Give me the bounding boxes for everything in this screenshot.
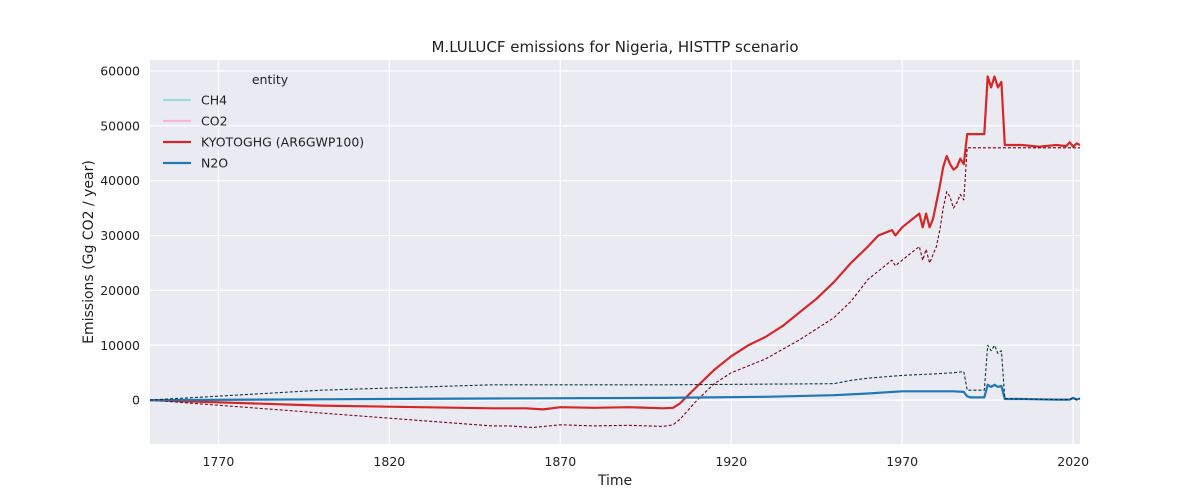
series-line: [149, 344, 1081, 401]
series-line: [149, 147, 1080, 429]
y-tick-label: 0: [132, 393, 140, 408]
legend-entry-label: N2O: [201, 156, 228, 171]
y-tick-label: 50000: [100, 118, 140, 133]
x-axis-label: Time: [597, 473, 632, 489]
legend: entity CH4 CO2 KYOTOGHG (AR6GWP100) N2O: [163, 72, 364, 171]
x-tick-label: 1920: [715, 454, 747, 469]
y-tick-label: 20000: [100, 283, 140, 298]
y-tick-label: 60000: [100, 63, 140, 78]
series-layer: [149, 75, 1081, 429]
x-tick-label: 1820: [373, 454, 405, 469]
y-axis-label: Emissions (Gg CO2 / year): [81, 160, 97, 344]
y-tick-label: 40000: [100, 173, 140, 188]
legend-entry-label: CO2: [201, 114, 228, 129]
y-tick-labels: 0 10000 20000 30000 40000 50000 60000: [100, 63, 140, 407]
grid-lines: [150, 60, 1080, 444]
x-tick-label: 2020: [1057, 454, 1089, 469]
x-tick-label: 1970: [886, 454, 918, 469]
legend-entry-label: KYOTOGHG (AR6GWP100): [201, 135, 364, 150]
legend-entry-label: CH4: [201, 93, 227, 108]
y-tick-label: 30000: [100, 228, 140, 243]
y-tick-label: 10000: [100, 338, 140, 353]
x-tick-label: 1870: [544, 454, 576, 469]
plot-area: [150, 60, 1080, 444]
legend-title: entity: [252, 72, 289, 87]
x-tick-label: 1770: [202, 454, 234, 469]
x-tick-labels: 1770 1820 1870 1920 1970 2020: [202, 454, 1089, 469]
chart-title: M.LULUCF emissions for Nigeria, HISTTP s…: [431, 38, 798, 56]
